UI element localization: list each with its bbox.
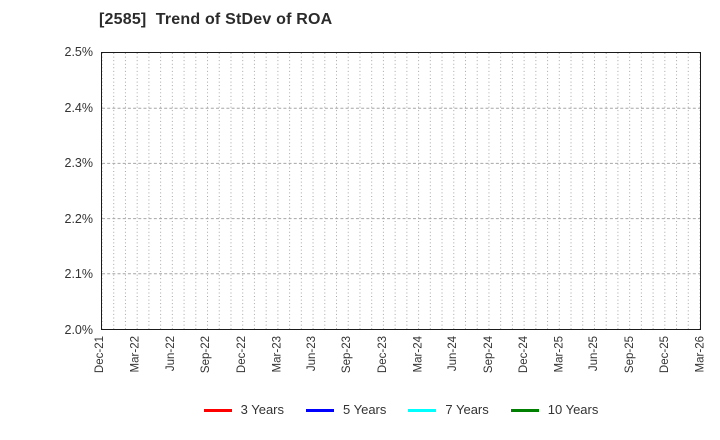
grid-lines	[102, 53, 700, 329]
legend-item: 3 Years	[203, 402, 284, 418]
legend-label: 3 Years	[240, 402, 284, 417]
chart-title: [2585] Trend of StDev of ROA	[99, 11, 333, 28]
legend-label: 5 Years	[343, 402, 387, 417]
y-tick-label: 2.2%	[64, 211, 94, 226]
legend-item: 7 Years	[408, 402, 489, 418]
legend-label: 10 Years	[547, 402, 599, 417]
y-tick-label: 2.3%	[64, 156, 94, 171]
legend-line-swatch	[408, 408, 437, 412]
legend-line-swatch	[510, 408, 539, 412]
y-tick-label: 2.4%	[64, 100, 94, 115]
y-tick-label: 2.5%	[64, 45, 94, 59]
y-tick-label: 2.0%	[64, 323, 94, 337]
plot-area	[101, 52, 701, 330]
legend-label: 7 Years	[445, 402, 489, 417]
y-tick-label: 2.1%	[64, 267, 94, 282]
legend: 3 Years 5 Years 7 Years 10 Years	[101, 402, 701, 418]
legend-item: 10 Years	[510, 402, 599, 418]
legend-item: 5 Years	[306, 402, 386, 418]
legend-line-swatch	[203, 408, 232, 412]
legend-line-swatch	[306, 408, 334, 412]
